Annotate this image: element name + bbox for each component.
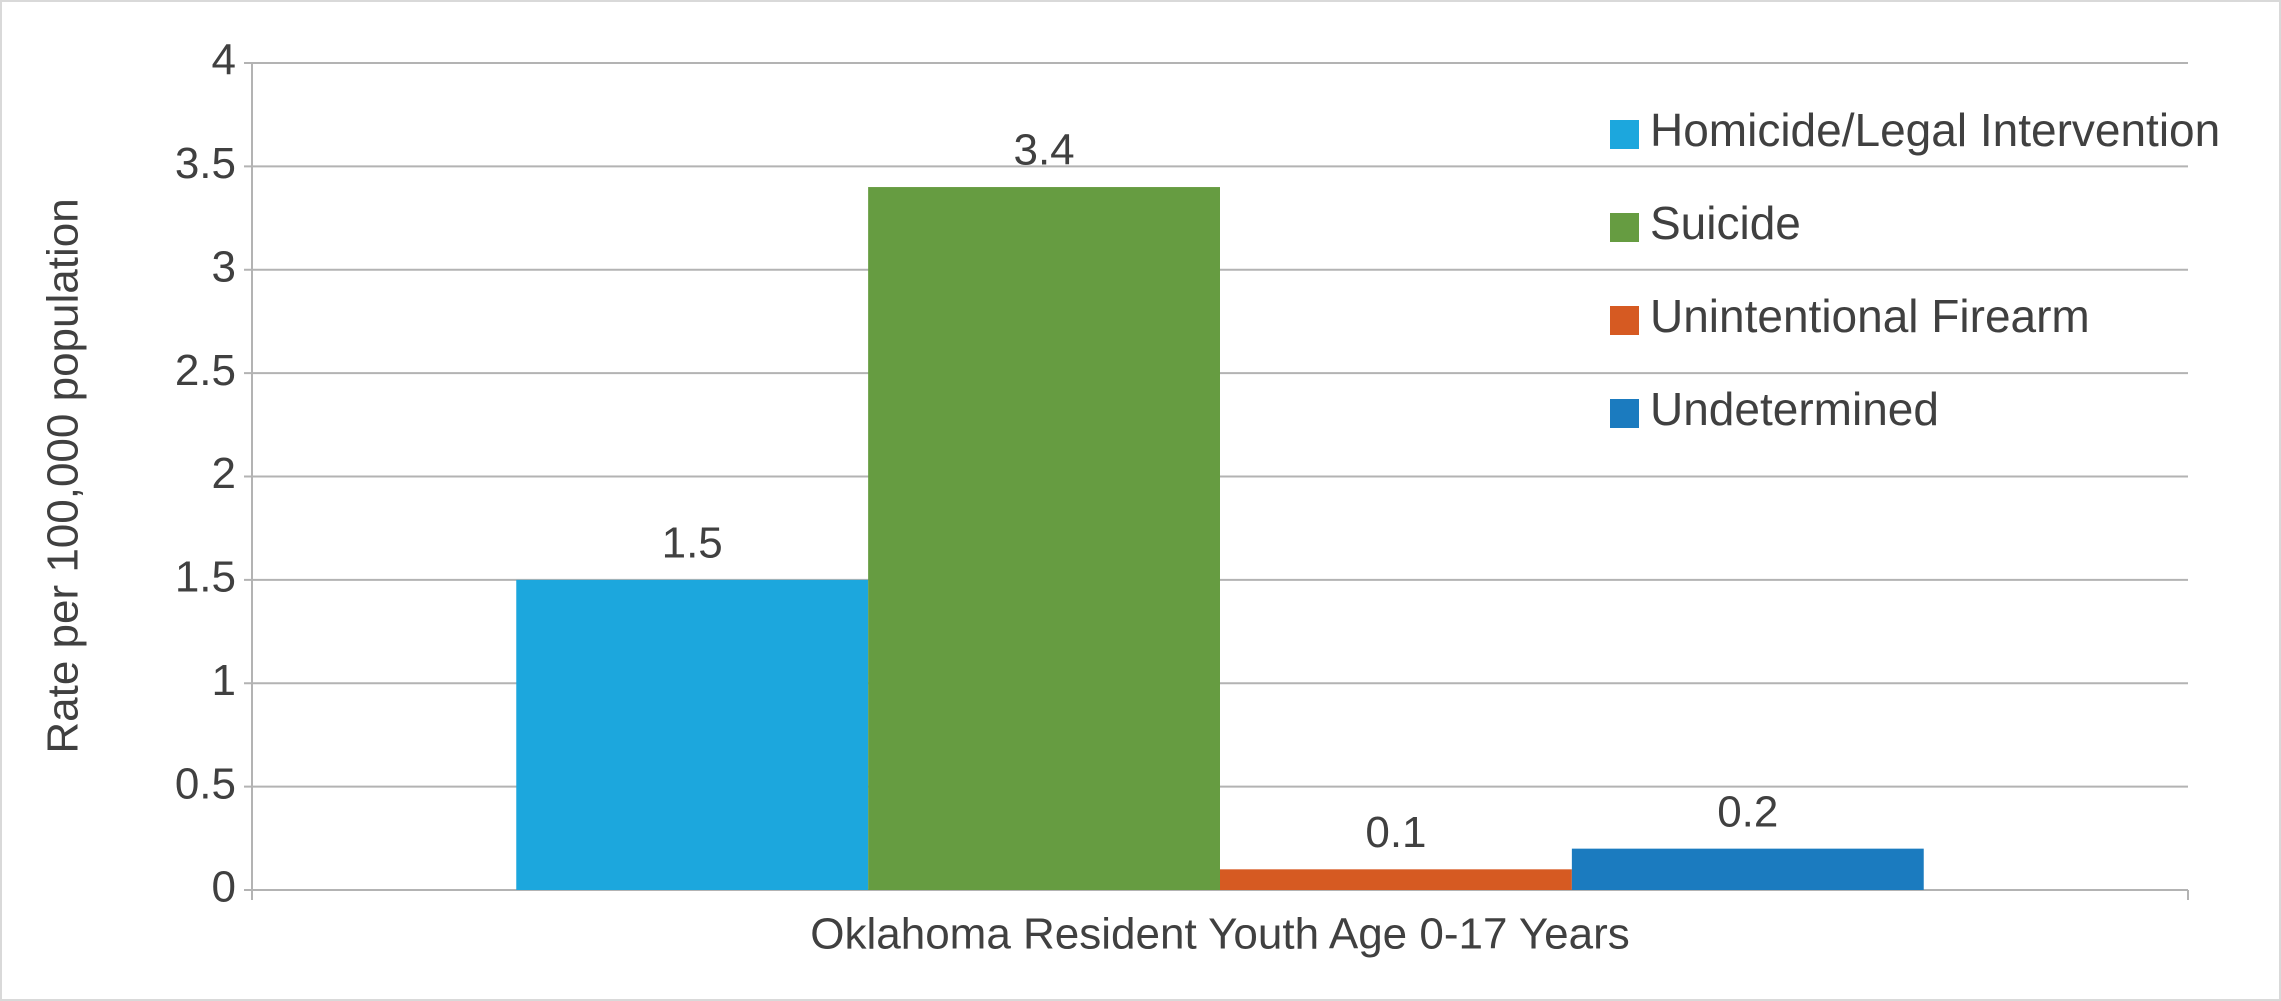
legend-swatch	[1610, 306, 1639, 335]
y-tick-label: 3.5	[175, 139, 236, 188]
data-label: 0.1	[1365, 808, 1426, 857]
y-tick-label: 2.5	[175, 346, 236, 395]
y-tick-label: 2	[212, 449, 236, 498]
data-label: 3.4	[1013, 126, 1074, 175]
bar	[1571, 848, 1924, 890]
legend-label: Undetermined	[1650, 383, 1939, 435]
legend-swatch	[1610, 213, 1639, 242]
legend-swatch	[1610, 399, 1639, 428]
y-tick-label: 1.5	[175, 553, 236, 602]
data-label: 0.2	[1717, 787, 1778, 836]
y-axis-title: Rate per 100,000 population	[39, 198, 88, 753]
legend-swatch	[1610, 120, 1639, 149]
y-tick-label: 0.5	[175, 759, 236, 808]
legend-label: Unintentional Firearm	[1650, 290, 2090, 342]
legend-label: Suicide	[1650, 197, 1801, 249]
y-tick-label: 0	[212, 863, 236, 912]
y-tick-label: 3	[212, 242, 236, 291]
x-tick-label: Oklahoma Resident Youth Age 0-17 Years	[810, 910, 1630, 959]
data-label: 1.5	[662, 519, 723, 568]
y-tick-label: 4	[212, 36, 236, 85]
bar	[516, 579, 869, 890]
bar	[1220, 869, 1572, 890]
y-tick-label: 1	[212, 656, 236, 705]
legend-label: Homicide/Legal Intervention	[1650, 104, 2220, 156]
bar	[868, 187, 1220, 891]
